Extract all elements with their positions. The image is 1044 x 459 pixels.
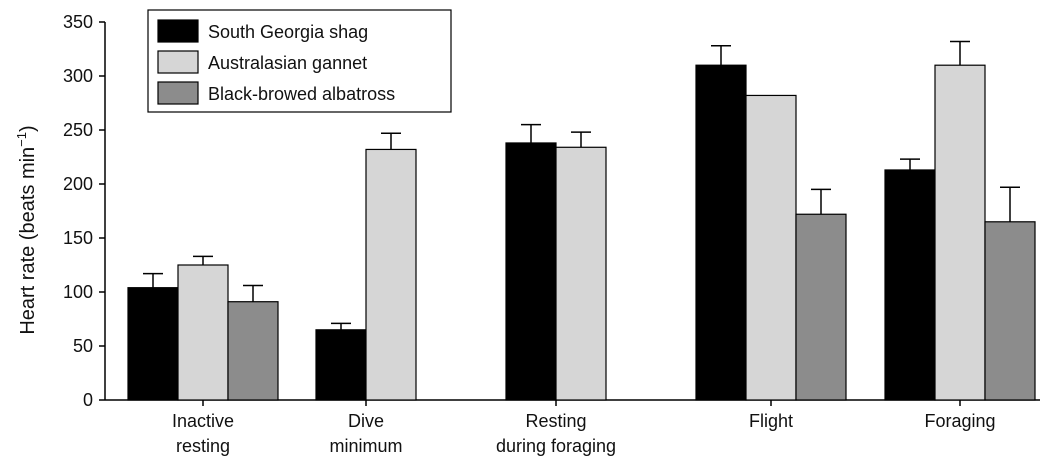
y-tick-label: 50 (73, 336, 93, 356)
legend-label: Black-browed albatross (208, 84, 395, 104)
x-tick-label-line: resting (176, 436, 230, 456)
x-tick-label: Resting during foraging (496, 411, 616, 456)
y-axis-title-superscript: −1 (14, 132, 29, 147)
bar (695, 64, 747, 401)
legend: South Georgia shag Australasian gannet Bla… (147, 9, 452, 113)
legend-label: South Georgia shag (208, 22, 368, 42)
x-tick-label-line: minimum (329, 436, 402, 456)
bar (365, 148, 417, 401)
y-axis-label: Heart rate (beats min−1) (14, 125, 39, 334)
legend-label: Australasian gannet (208, 53, 367, 73)
x-tick-label: Inactive resting (172, 411, 234, 456)
x-tick-label-line: Foraging (924, 411, 995, 431)
bar (934, 64, 986, 401)
y-tick-label: 100 (63, 282, 93, 302)
bar (795, 213, 847, 401)
legend-swatch (157, 19, 199, 43)
bars (127, 40, 1036, 401)
x-tick-label: Foraging (924, 411, 995, 431)
legend-swatch (157, 50, 199, 74)
bar (884, 169, 936, 401)
x-tick-label-line: Resting (525, 411, 586, 431)
y-tick-label: 250 (63, 120, 93, 140)
bar (177, 264, 229, 401)
bar (227, 301, 279, 401)
bar (127, 287, 179, 401)
bar (505, 142, 557, 401)
x-tick-label-line: Inactive (172, 411, 234, 431)
legend-swatch (157, 81, 199, 105)
y-axis-title-main: Heart rate (beats min (17, 147, 39, 335)
bar (555, 146, 607, 401)
axes: 0 50 100 150 200 250 300 350 Inactive resting Dive… (63, 12, 1040, 456)
y-tick-label: 0 (83, 390, 93, 410)
y-axis-title-close: ) (17, 125, 39, 132)
bar (984, 221, 1036, 401)
y-tick-label: 350 (63, 12, 93, 32)
y-axis-title: Heart rate (beats min−1) (14, 125, 39, 334)
x-tick-label-line: Dive (348, 411, 384, 431)
y-tick-label: 200 (63, 174, 93, 194)
y-tick-label: 300 (63, 66, 93, 86)
x-tick-label-line: Flight (749, 411, 793, 431)
x-tick-label: Flight (749, 411, 793, 431)
bar (315, 329, 367, 401)
x-tick-label-line: during foraging (496, 436, 616, 456)
x-tick-label: Dive minimum (329, 411, 402, 456)
bar (745, 94, 797, 401)
y-tick-label: 150 (63, 228, 93, 248)
